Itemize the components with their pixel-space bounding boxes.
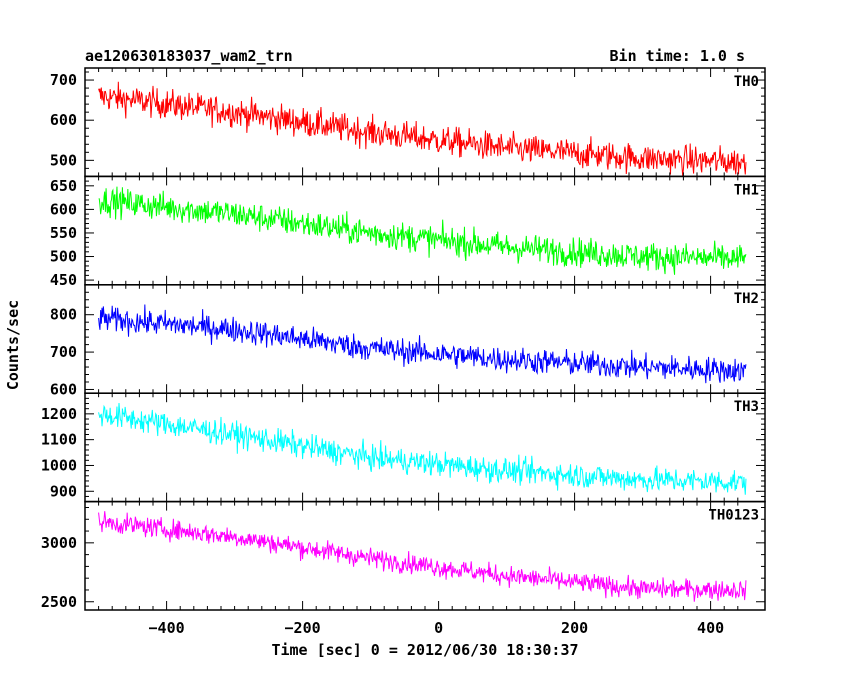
y-axis-label: Counts/sec	[4, 300, 22, 390]
y-tick-label: 900	[50, 482, 77, 500]
series-line-th0	[98, 81, 747, 177]
panels-group: TH0 500 600 700 TH1 450 500 550 600 650 TH2 600 700 8…	[41, 67, 766, 637]
panel-th0123: TH0123 2500 3000	[41, 500, 766, 611]
y-tick-label: 650	[50, 177, 77, 195]
x-tick-label: 400	[697, 619, 724, 637]
x-tick-label: −200	[285, 619, 321, 637]
bin-time-label: Bin time: 1.0 s	[610, 47, 745, 65]
series-line-th1	[98, 186, 747, 275]
panel-label-th1: TH1	[734, 182, 759, 198]
y-tick-label: 2500	[41, 593, 77, 611]
series-line-th3	[98, 403, 747, 495]
y-tick-label: 1000	[41, 456, 77, 474]
series-line-th2	[98, 304, 747, 384]
y-tick-label: 550	[50, 224, 77, 242]
y-tick-label: 600	[50, 111, 77, 129]
x-tick-label: 200	[561, 619, 588, 637]
y-tick-label: 500	[50, 248, 77, 266]
panel-th3: TH3 900 1000 1100 1200	[41, 392, 766, 503]
y-tick-label: 1100	[41, 431, 77, 449]
panel-label-th0: TH0	[734, 74, 759, 90]
y-tick-label: 700	[50, 71, 77, 89]
y-tick-label: 600	[50, 380, 77, 398]
panel-frame	[84, 500, 766, 611]
panel-th0: TH0 500 600 700	[50, 67, 766, 178]
x-tick-label: 0	[434, 619, 443, 637]
y-tick-label: 1200	[41, 405, 77, 423]
y-tick-label: 600	[50, 200, 77, 218]
x-tick-label: −400	[149, 619, 185, 637]
panel-frame	[84, 284, 766, 394]
y-tick-label: 500	[50, 151, 77, 169]
y-tick-label: 3000	[41, 534, 77, 552]
y-tick-label: 450	[50, 271, 77, 289]
series-line-th0123	[98, 511, 747, 602]
y-tick-label: 800	[50, 306, 77, 324]
panel-label-th2: TH2	[734, 291, 759, 307]
panel-label-th3: TH3	[734, 399, 759, 415]
panel-label-th0123: TH0123	[708, 508, 759, 524]
y-tick-label: 700	[50, 343, 77, 361]
x-axis-label: Time [sec] 0 = 2012/06/30 18:30:37	[271, 641, 578, 659]
panel-th2: TH2 600 700 800	[50, 284, 766, 398]
chart-title: ae120630183037_wam2_trn	[85, 47, 293, 65]
panel-th1: TH1 450 500 550 600 650	[50, 175, 766, 289]
panel-frame	[84, 392, 766, 503]
